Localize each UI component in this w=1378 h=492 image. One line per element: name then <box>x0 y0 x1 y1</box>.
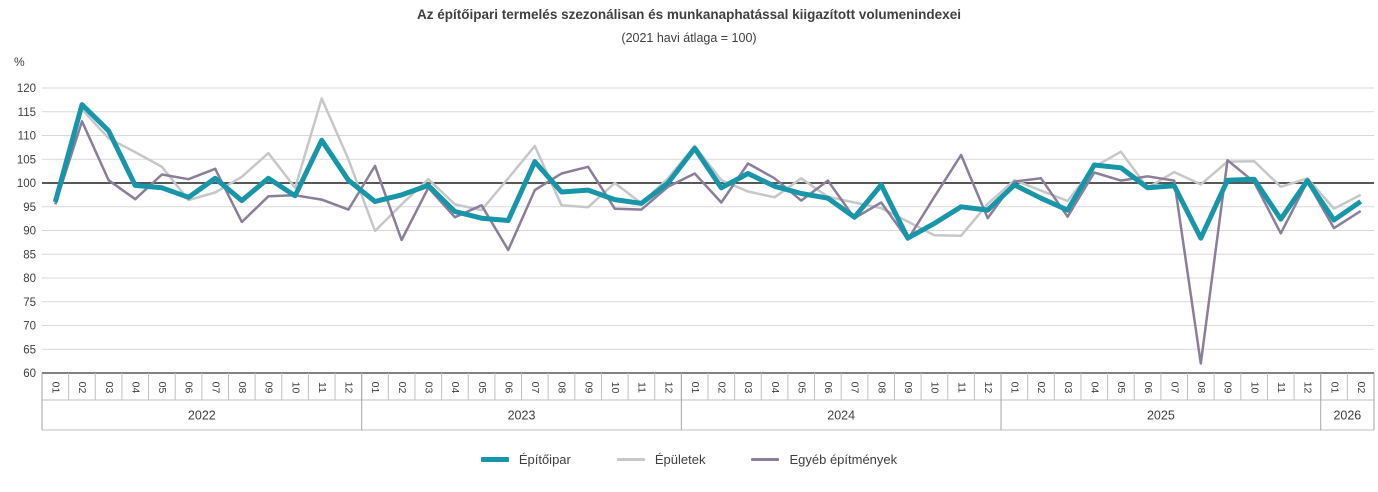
month-tick-label: 06 <box>822 382 834 394</box>
egyeb-epitmenyek-line-swatch <box>751 458 780 461</box>
month-tick-label: 01 <box>1009 382 1021 394</box>
y-axis-tick-label: 120 <box>17 83 36 95</box>
month-tick-label: 05 <box>1115 382 1127 394</box>
month-tick-label: 09 <box>1222 382 1234 394</box>
month-tick-label: 11 <box>636 382 648 393</box>
y-axis-tick-label: 100 <box>17 178 36 190</box>
y-axis-tick-label: 90 <box>23 226 36 238</box>
month-tick-label: 05 <box>476 382 488 394</box>
month-tick-label: 03 <box>422 382 434 394</box>
year-label: 2023 <box>508 408 536 422</box>
y-axis-tick-label: 60 <box>23 368 36 380</box>
month-tick-label: 07 <box>849 382 861 394</box>
month-tick-label: 11 <box>316 382 328 393</box>
legend-label-egyeb-epitmenyek: Egyéb építmények <box>789 452 898 467</box>
month-tick-label: 03 <box>103 382 115 394</box>
month-tick-label: 04 <box>769 382 781 394</box>
month-tick-label: 01 <box>50 382 62 394</box>
month-tick-label: 03 <box>742 382 754 394</box>
month-tick-label: 02 <box>1035 382 1047 394</box>
y-axis-tick-label: 75 <box>23 297 36 309</box>
month-tick-label: 02 <box>76 382 88 394</box>
month-tick-label: 04 <box>449 382 461 394</box>
y-axis-tick-label: 65 <box>23 344 36 356</box>
month-tick-label: 09 <box>902 382 914 394</box>
month-tick-label: 09 <box>263 382 275 394</box>
month-tick-label: 12 <box>662 382 674 394</box>
month-tick-label: 05 <box>156 382 168 394</box>
month-tick-label: 11 <box>955 382 967 393</box>
chart-title: Az építőipari termelés szezonálisan és m… <box>417 7 961 22</box>
series-line-egyeb-epitmenyek <box>54 120 1362 365</box>
month-tick-label: 01 <box>1328 382 1340 394</box>
year-label: 2024 <box>827 408 855 422</box>
month-tick-label: 11 <box>1275 382 1287 393</box>
chart-subtitle: (2021 havi átlaga = 100) <box>621 31 757 45</box>
month-tick-label: 09 <box>582 382 594 394</box>
month-tick-label: 12 <box>343 382 355 394</box>
year-label: 2022 <box>188 408 216 422</box>
month-tick-label: 02 <box>1355 382 1367 394</box>
month-tick-label: 12 <box>982 382 994 394</box>
month-tick-label: 10 <box>929 382 941 394</box>
month-tick-label: 04 <box>1088 382 1100 394</box>
month-tick-label: 01 <box>689 382 701 394</box>
month-tick-label: 02 <box>396 382 408 394</box>
y-axis-tick-label: 95 <box>23 202 36 214</box>
month-tick-label: 08 <box>556 382 568 394</box>
year-label: 2025 <box>1147 408 1175 422</box>
month-tick-label: 10 <box>289 382 301 394</box>
legend-item-epitoipar: Építőipar <box>480 452 571 467</box>
y-axis-tick-label: 70 <box>23 321 36 333</box>
series-line-epitoipar <box>52 102 1363 241</box>
y-axis-tick-label: 85 <box>23 249 36 261</box>
epitoipar-line-swatch <box>480 457 509 462</box>
month-tick-label: 06 <box>502 382 514 394</box>
month-tick-label: 01 <box>369 382 381 394</box>
month-tick-label: 03 <box>1062 382 1074 394</box>
month-tick-label: 08 <box>875 382 887 394</box>
legend-label-epitoipar: Építőipar <box>518 452 571 467</box>
month-tick-label: 12 <box>1302 382 1314 394</box>
month-tick-label: 05 <box>795 382 807 394</box>
y-axis-unit-label: % <box>14 55 25 69</box>
y-axis-tick-label: 105 <box>17 154 36 166</box>
month-tick-label: 07 <box>209 382 221 394</box>
legend-item-egyeb-epitmenyek: Egyéb építmények <box>751 452 897 467</box>
epuletek-line-swatch <box>616 458 645 461</box>
month-tick-label: 08 <box>1195 382 1207 394</box>
month-tick-label: 07 <box>529 382 541 394</box>
year-label: 2026 <box>1333 408 1361 422</box>
month-tick-label: 07 <box>1168 382 1180 394</box>
month-tick-label: 02 <box>716 382 728 394</box>
month-tick-label: 06 <box>1142 382 1154 394</box>
y-axis-tick-label: 110 <box>18 131 36 143</box>
month-tick-label: 04 <box>129 382 141 394</box>
month-tick-label: 08 <box>236 382 248 394</box>
legend-label-epuletek: Épületek <box>654 452 706 467</box>
chart-legend: Építőipar Épületek Egyéb építmények <box>0 452 1378 467</box>
y-axis-tick-label: 80 <box>23 273 36 285</box>
month-tick-label: 06 <box>183 382 195 394</box>
legend-item-epuletek: Épületek <box>616 452 706 467</box>
month-tick-label: 10 <box>1248 382 1260 394</box>
month-tick-label: 10 <box>609 382 621 394</box>
y-axis-tick-label: 115 <box>18 107 36 119</box>
